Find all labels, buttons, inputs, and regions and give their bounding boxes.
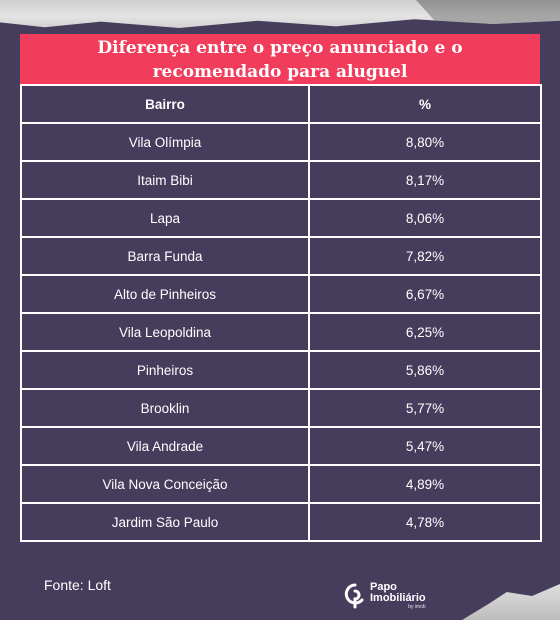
table-row: Vila Andrade 5,47% [20,426,542,466]
cell-bairro: Jardim São Paulo [20,502,310,542]
cell-percent: 5,47% [308,426,542,466]
logo-tagline: by imob [408,604,426,610]
papo-imobiliario-logo: Papo Imobiliário by imob [344,582,426,610]
cell-bairro: Brooklin [20,388,310,428]
table-title: Diferença entre o preço anunciado e o re… [20,34,540,84]
cell-percent: 6,67% [308,274,542,314]
table-row: Alto de Pinheiros 6,67% [20,274,542,314]
table-row: Itaim Bibi 8,17% [20,160,542,200]
cell-percent: 4,78% [308,502,542,542]
data-table: Bairro % Vila Olímpia 8,80% Itaim Bibi 8… [20,84,542,542]
cell-percent: 7,82% [308,236,542,276]
torn-paper-bottom [462,584,560,620]
logo-line2: Imobiliário [370,592,426,604]
table-card: Diferença entre o preço anunciado e o re… [20,34,542,542]
cell-percent: 8,80% [308,122,542,162]
table-row: Vila Olímpia 8,80% [20,122,542,162]
cell-bairro: Barra Funda [20,236,310,276]
cell-bairro: Pinheiros [20,350,310,390]
cell-bairro: Vila Olímpia [20,122,310,162]
table-row: Barra Funda 7,82% [20,236,542,276]
cell-bairro: Alto de Pinheiros [20,274,310,314]
table-row: Pinheiros 5,86% [20,350,542,390]
cell-percent: 8,17% [308,160,542,200]
cell-bairro: Lapa [20,198,310,238]
cell-percent: 4,89% [308,464,542,504]
table-row: Jardim São Paulo 4,78% [20,502,542,542]
cell-percent: 5,77% [308,388,542,428]
cell-bairro: Vila Andrade [20,426,310,466]
cell-percent: 5,86% [308,350,542,390]
table-row: Vila Leopoldina 6,25% [20,312,542,352]
logo-mark-icon [344,583,364,609]
cell-percent: 6,25% [308,312,542,352]
table-row: Brooklin 5,77% [20,388,542,428]
cell-bairro: Vila Nova Conceição [20,464,310,504]
cell-bairro: Itaim Bibi [20,160,310,200]
header-percent: % [308,84,542,124]
header-row: Bairro % [20,84,542,124]
cell-bairro: Vila Leopoldina [20,312,310,352]
table-row: Vila Nova Conceição 4,89% [20,464,542,504]
table-row: Lapa 8,06% [20,198,542,238]
logo-line1: Papo [370,581,397,593]
cell-percent: 8,06% [308,198,542,238]
source-note: Fonte: Loft [44,577,111,593]
header-bairro: Bairro [20,84,310,124]
